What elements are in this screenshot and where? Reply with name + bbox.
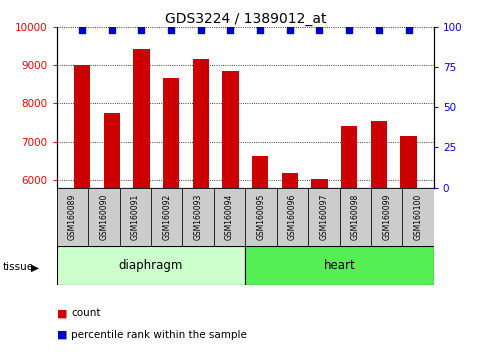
Bar [119,188,151,246]
Text: GSM160091: GSM160091 [131,194,140,240]
Bar [182,188,214,246]
Bar [340,188,371,246]
Bar [214,188,246,246]
Bar [193,59,209,188]
Bar [133,49,149,188]
Bar [104,113,120,188]
Bar [252,156,268,188]
Text: GSM160099: GSM160099 [382,194,391,240]
Text: GSM160092: GSM160092 [162,194,171,240]
Text: diaphragm: diaphragm [119,259,183,272]
Bar [57,246,245,285]
Point [78,27,86,33]
Text: tissue: tissue [2,262,34,272]
Text: percentile rank within the sample: percentile rank within the sample [71,330,247,339]
Point [345,27,353,33]
Bar [371,121,387,188]
Point [167,27,175,33]
Bar [245,246,434,285]
Bar [88,188,119,246]
Bar [277,188,308,246]
Bar [400,136,417,188]
Bar [282,173,298,188]
Text: ■: ■ [57,330,67,339]
Point [256,27,264,33]
Text: GSM160094: GSM160094 [225,194,234,240]
Text: GSM160089: GSM160089 [68,194,77,240]
Text: count: count [71,308,101,318]
Bar [341,126,357,188]
Text: GSM160093: GSM160093 [194,194,203,240]
Point [286,27,294,33]
Text: GSM160097: GSM160097 [319,194,328,240]
Text: GSM160090: GSM160090 [99,194,108,240]
Bar [371,188,402,246]
Text: ■: ■ [57,308,67,318]
Bar [402,188,434,246]
Text: GSM160100: GSM160100 [414,194,423,240]
Bar [222,71,239,188]
Point [138,27,145,33]
Bar [151,188,182,246]
Bar [311,179,328,188]
Bar [245,188,277,246]
Point [316,27,323,33]
Bar [308,188,340,246]
Text: ▶: ▶ [31,262,39,272]
Point [197,27,205,33]
Text: GSM160096: GSM160096 [288,194,297,240]
Point [226,27,234,33]
Point [405,27,413,33]
Text: GSM160095: GSM160095 [256,194,266,240]
Point [375,27,383,33]
Point [108,27,116,33]
Text: heart: heart [324,259,355,272]
Bar [163,78,179,188]
Bar [74,65,90,188]
Title: GDS3224 / 1389012_at: GDS3224 / 1389012_at [165,12,326,25]
Text: GSM160098: GSM160098 [351,194,360,240]
Bar [57,188,88,246]
